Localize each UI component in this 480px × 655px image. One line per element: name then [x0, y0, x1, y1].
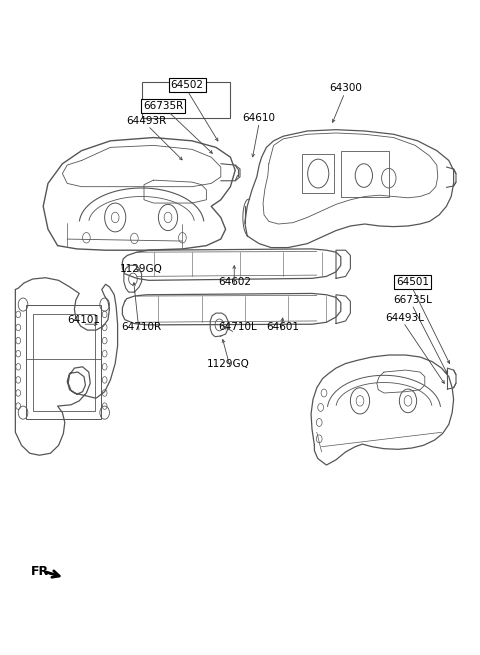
Text: 66735R: 66735R	[143, 101, 183, 111]
Text: 1129GQ: 1129GQ	[206, 358, 250, 369]
Bar	[341, 151, 389, 196]
Text: 64602: 64602	[219, 276, 252, 287]
Text: 66735L: 66735L	[394, 295, 432, 305]
Bar	[142, 82, 230, 118]
Text: 64493L: 64493L	[385, 312, 424, 323]
Text: 64493R: 64493R	[126, 116, 167, 126]
Text: FR.: FR.	[31, 565, 54, 578]
Text: 64710L: 64710L	[218, 322, 257, 333]
Text: 64502: 64502	[171, 80, 204, 90]
Bar	[33, 314, 95, 411]
Text: 64610: 64610	[243, 113, 276, 123]
Text: 64101: 64101	[68, 314, 100, 325]
Text: 64710R: 64710R	[121, 322, 162, 333]
Text: 64300: 64300	[329, 83, 362, 94]
Text: 1129GQ: 1129GQ	[120, 263, 163, 274]
Text: 64501: 64501	[396, 276, 429, 287]
Bar	[302, 154, 334, 193]
Bar	[26, 305, 101, 419]
Text: 64601: 64601	[267, 322, 300, 333]
